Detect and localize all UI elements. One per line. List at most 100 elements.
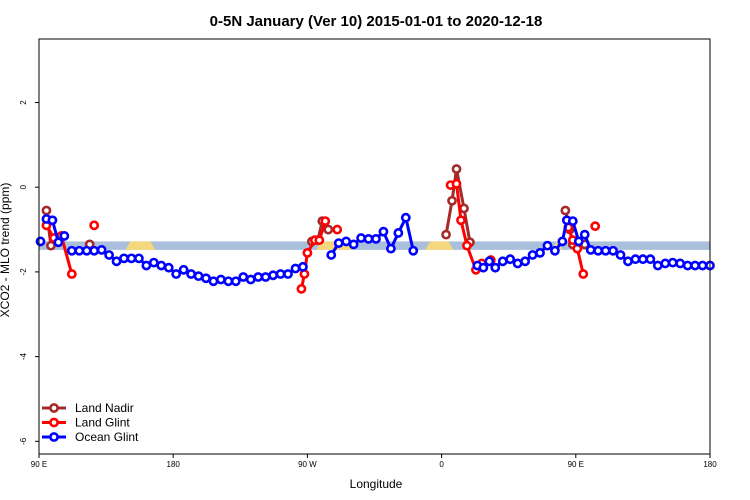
legend-label: Land Nadir <box>75 401 134 415</box>
data-point <box>96 244 107 255</box>
data-point <box>66 245 77 256</box>
data-point <box>53 237 64 248</box>
x-tick-label: 180 <box>703 460 717 469</box>
data-point <box>314 235 325 246</box>
y-tick-label: 0 <box>19 184 28 189</box>
data-point <box>378 226 389 237</box>
x-tick-label: 90 E <box>568 460 584 469</box>
data-point <box>535 247 545 258</box>
data-point <box>35 236 46 247</box>
data-point <box>163 262 174 273</box>
data-point <box>223 276 234 287</box>
data-point <box>193 271 204 282</box>
data-point <box>393 228 404 238</box>
y-axis: -6 -4 -2 0 2 <box>19 100 39 445</box>
data-point <box>260 272 271 282</box>
chart-title: 0-5N January (Ver 10) 2015-01-01 to 2020… <box>210 13 543 30</box>
data-point <box>89 220 100 231</box>
data-point <box>527 250 538 260</box>
y-tick-label: 2 <box>19 100 28 105</box>
data-point <box>579 229 590 240</box>
x-axis-label: Longitude <box>350 477 403 491</box>
legend-item: Land Glint <box>42 416 130 430</box>
legend-item: Land Nadir <box>42 401 134 415</box>
data-point <box>615 250 626 260</box>
data-point <box>46 240 56 251</box>
data-point <box>134 253 144 264</box>
data-point <box>600 245 611 256</box>
data-point <box>630 254 641 265</box>
data-point <box>645 254 656 265</box>
x-tick-label: 180 <box>167 460 181 469</box>
x-tick-label: 90 E <box>31 460 47 469</box>
data-point <box>652 260 663 271</box>
data-point <box>201 273 211 284</box>
data-point <box>608 245 618 256</box>
data-point <box>348 239 359 250</box>
data-point <box>178 264 189 275</box>
data-point <box>238 272 249 282</box>
data-point <box>478 262 489 273</box>
x-tick-label: 90 W <box>298 460 317 469</box>
data-point <box>690 260 700 271</box>
data-point <box>245 274 256 285</box>
y-axis-label: XCO2 - MLO trend (ppm) <box>0 183 12 318</box>
legend-label: Land Glint <box>75 416 130 430</box>
data-point <box>333 238 344 249</box>
data-point <box>512 258 523 269</box>
data-point <box>275 269 286 279</box>
data-point <box>74 245 85 256</box>
data-point <box>171 269 182 279</box>
data-point <box>341 236 352 247</box>
data-point <box>441 229 451 240</box>
series-line <box>450 182 492 272</box>
data-point <box>505 254 516 265</box>
data-point <box>667 257 678 268</box>
data-point <box>542 240 553 251</box>
data-point <box>326 250 337 260</box>
series-ocean-glint <box>35 212 715 287</box>
band-land <box>425 241 454 250</box>
data-point <box>456 215 466 226</box>
data-point <box>585 244 596 255</box>
data-point <box>119 253 129 264</box>
data-point <box>104 250 114 260</box>
data-point <box>81 245 92 256</box>
series-layer <box>35 164 715 294</box>
data-point <box>323 224 334 235</box>
band-land <box>125 241 156 250</box>
x-axis: 90 E 180 90 W 0 90 E 180 <box>31 454 717 469</box>
data-point <box>296 283 307 294</box>
data-point <box>290 263 301 274</box>
data-point <box>451 178 462 189</box>
data-point <box>447 195 457 206</box>
series-land-glint <box>41 178 601 294</box>
data-point <box>638 254 648 265</box>
data-point <box>59 231 70 241</box>
data-point <box>156 260 167 271</box>
data-point <box>408 245 419 256</box>
data-point <box>66 269 77 279</box>
y-tick-label: -6 <box>19 437 28 445</box>
legend-marker <box>49 417 59 428</box>
data-point <box>47 215 58 226</box>
data-point <box>253 272 264 282</box>
data-point <box>623 256 633 267</box>
data-point <box>230 276 241 287</box>
data-point <box>148 257 159 268</box>
data-point <box>660 258 671 269</box>
x-tick-label: 0 <box>439 460 444 469</box>
data-point <box>208 276 219 287</box>
data-point <box>497 256 508 267</box>
data-point <box>298 261 308 272</box>
data-point <box>89 245 100 256</box>
data-point <box>111 256 122 267</box>
y-tick-label: -2 <box>19 268 28 276</box>
data-point <box>675 258 686 269</box>
data-point <box>697 260 708 271</box>
data-point <box>356 233 366 243</box>
data-point <box>363 233 374 244</box>
data-point <box>216 274 226 285</box>
data-point <box>302 247 313 258</box>
